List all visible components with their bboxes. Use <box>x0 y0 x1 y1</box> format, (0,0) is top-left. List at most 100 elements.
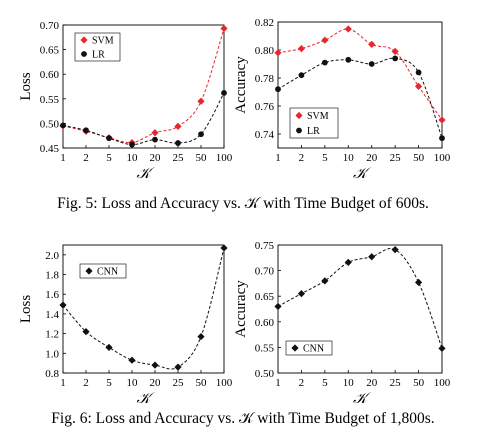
data-point-cnn <box>59 301 67 309</box>
x-axis-label: 𝒦 <box>137 166 156 182</box>
x-axis-label: 𝒦 <box>353 391 372 407</box>
y-tick-label: 0.74 <box>255 129 275 141</box>
data-point-cnn <box>391 246 399 254</box>
x-axis-label: 𝒦 <box>353 166 372 182</box>
data-point-svm <box>197 97 205 105</box>
x-tick-label: 100 <box>216 152 233 164</box>
x-tick-label: 2 <box>83 152 89 164</box>
plot-frame <box>277 21 443 149</box>
x-tick-label: 5 <box>322 152 328 164</box>
legend-label-lr: LR <box>307 126 320 137</box>
y-tick-label: 0.60 <box>255 317 275 329</box>
data-point-lr <box>345 56 352 63</box>
legend-marker-svm <box>295 111 303 120</box>
x-tick-label: 2 <box>83 377 89 389</box>
data-point-lr <box>83 127 89 134</box>
data-point-svm <box>151 129 159 137</box>
x-tick-label: 5 <box>106 152 112 164</box>
y-tick-label: 0.70 <box>255 266 275 278</box>
y-tick-label: 1.6 <box>45 289 59 301</box>
data-point-cnn <box>151 361 159 369</box>
data-point-svm <box>174 122 182 130</box>
legend: CNN <box>79 263 127 279</box>
legend-box <box>79 263 127 279</box>
plot-frame <box>62 24 225 149</box>
x-tick-label: 20 <box>366 377 378 389</box>
data-point-svm <box>321 36 329 44</box>
data-point-cnn <box>438 344 446 353</box>
x-tick-label: 1 <box>60 377 66 389</box>
chart-fig6-loss: 1 2 5 10 20 25 50 1000.81.01.21.41.61.82.0𝒦Loss… <box>18 244 233 407</box>
data-point-cnn <box>321 277 329 285</box>
data-point-lr <box>60 122 66 129</box>
data-point-lr <box>298 72 305 79</box>
x-tick-label: 2 <box>299 152 305 164</box>
y-tick-label: 0.80 <box>255 45 275 57</box>
data-point-cnn <box>105 343 113 351</box>
plot-frame <box>62 244 225 374</box>
x-tick-label: 5 <box>106 377 112 389</box>
legend-label-cnn: CNN <box>303 344 324 355</box>
y-tick-label: 0.82 <box>255 17 274 29</box>
legend-label-cnn: CNN <box>97 267 118 278</box>
data-point-lr <box>275 86 281 93</box>
data-point-lr <box>106 135 112 142</box>
data-point-svm <box>414 82 423 90</box>
legend-box <box>285 340 333 356</box>
y-tick-label: 0.50 <box>255 368 275 380</box>
data-point-cnn <box>368 253 376 261</box>
y-tick-label: 2.0 <box>45 250 59 262</box>
legend: SVM LR <box>74 32 121 62</box>
data-point-lr <box>175 140 181 146</box>
data-point-svm <box>297 45 306 53</box>
data-point-cnn <box>174 363 182 371</box>
y-tick-label: 1.8 <box>45 270 59 282</box>
x-tick-label: 5 <box>322 377 328 389</box>
x-tick-label: 20 <box>150 377 162 389</box>
y-tick-label: 0.55 <box>40 94 60 106</box>
caption-fig6: Fig. 6: Loss and Accuracy vs. 𝒦 with Tim… <box>51 410 434 427</box>
x-tick-label: 1 <box>275 377 281 389</box>
chart-panels: 1 2 5 10 20 25 50 1000.450.500.550.600.650.70𝒦L… <box>18 17 451 407</box>
data-point-svm <box>438 116 446 124</box>
data-point-cnn <box>128 356 136 364</box>
caption-fig5: Fig. 5: Loss and Accuracy vs. 𝒦 with Tim… <box>57 195 429 212</box>
data-point-lr <box>198 131 204 138</box>
y-tick-label: 0.60 <box>40 69 60 81</box>
data-point-svm <box>391 47 399 55</box>
data-point-lr <box>152 136 158 143</box>
y-tick-label: 1.2 <box>45 329 59 341</box>
legend: SVM LR <box>289 107 339 139</box>
x-tick-label: 100 <box>434 152 451 164</box>
x-tick-label: 10 <box>343 377 355 389</box>
x-tick-label: 25 <box>173 377 185 389</box>
legend-marker-cnn <box>291 344 299 352</box>
chart-fig6-acc: 1 2 5 10 20 25 50 1000.500.550.600.650.700.75𝒦A… <box>233 240 451 407</box>
x-tick-label: 1 <box>275 152 281 164</box>
data-point-lr <box>439 135 445 142</box>
data-point-cnn <box>274 302 282 311</box>
y-tick-label: 0.50 <box>40 118 60 130</box>
data-point-lr <box>221 89 227 96</box>
legend-marker-lr <box>81 51 87 57</box>
y-tick-label: 0.55 <box>255 342 275 354</box>
y-tick-label: 0.78 <box>255 73 275 85</box>
data-point-lr <box>392 55 399 62</box>
y-tick-label: 1.0 <box>45 348 59 360</box>
x-tick-label: 100 <box>434 377 451 389</box>
data-point-svm <box>274 49 282 57</box>
chart-fig5-loss: 1 2 5 10 20 25 50 1000.450.500.550.600.650.70𝒦L… <box>18 20 233 182</box>
x-tick-label: 50 <box>413 377 425 389</box>
x-tick-label: 20 <box>150 152 162 164</box>
data-point-lr <box>129 141 135 148</box>
legend: CNN <box>285 340 333 356</box>
y-axis-label: Loss <box>18 295 34 324</box>
y-tick-label: 0.75 <box>255 240 275 252</box>
x-axis-label: 𝒦 <box>137 391 156 407</box>
y-axis-label: Accuracy <box>233 56 249 114</box>
x-tick-label: 100 <box>216 377 233 389</box>
y-tick-label: 1.4 <box>45 309 59 321</box>
legend-marker-lr <box>296 127 302 134</box>
legend-marker-cnn <box>85 267 93 275</box>
